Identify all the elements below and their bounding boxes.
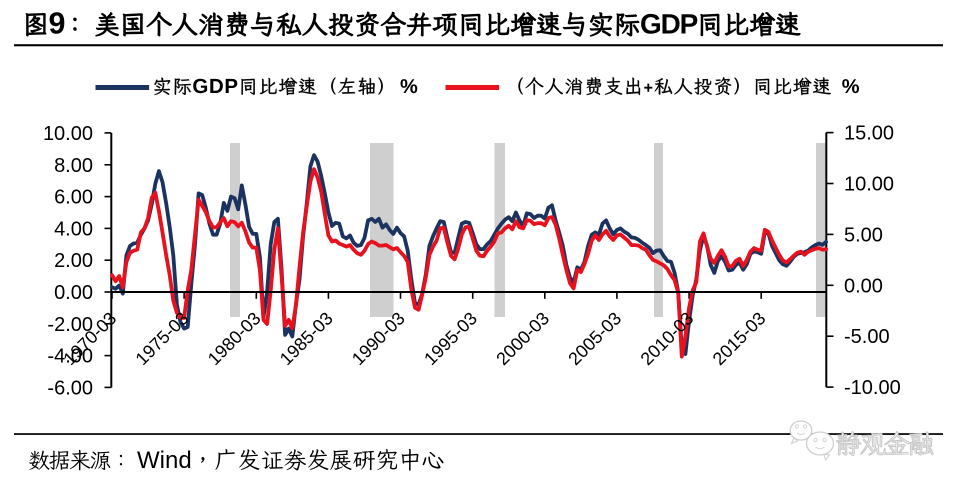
svg-text:2.00: 2.00 bbox=[54, 250, 93, 272]
svg-text:-5.00: -5.00 bbox=[844, 326, 890, 348]
svg-text:15.00: 15.00 bbox=[844, 123, 894, 145]
svg-text:10.00: 10.00 bbox=[844, 174, 894, 196]
svg-text:4.00: 4.00 bbox=[54, 218, 93, 240]
svg-text:10.00: 10.00 bbox=[43, 123, 93, 145]
svg-text:-4.00: -4.00 bbox=[47, 346, 93, 368]
svg-text:8.00: 8.00 bbox=[54, 155, 93, 177]
svg-text:6.00: 6.00 bbox=[54, 187, 93, 209]
svg-text:-2.00: -2.00 bbox=[47, 314, 93, 336]
svg-text:0.00: 0.00 bbox=[54, 282, 93, 304]
svg-text:-6.00: -6.00 bbox=[47, 377, 93, 399]
svg-text:5.00: 5.00 bbox=[844, 224, 883, 246]
svg-text:0.00: 0.00 bbox=[844, 275, 883, 297]
svg-text:-10.00: -10.00 bbox=[844, 377, 901, 399]
svg-text:Wind: Wind bbox=[137, 447, 192, 474]
